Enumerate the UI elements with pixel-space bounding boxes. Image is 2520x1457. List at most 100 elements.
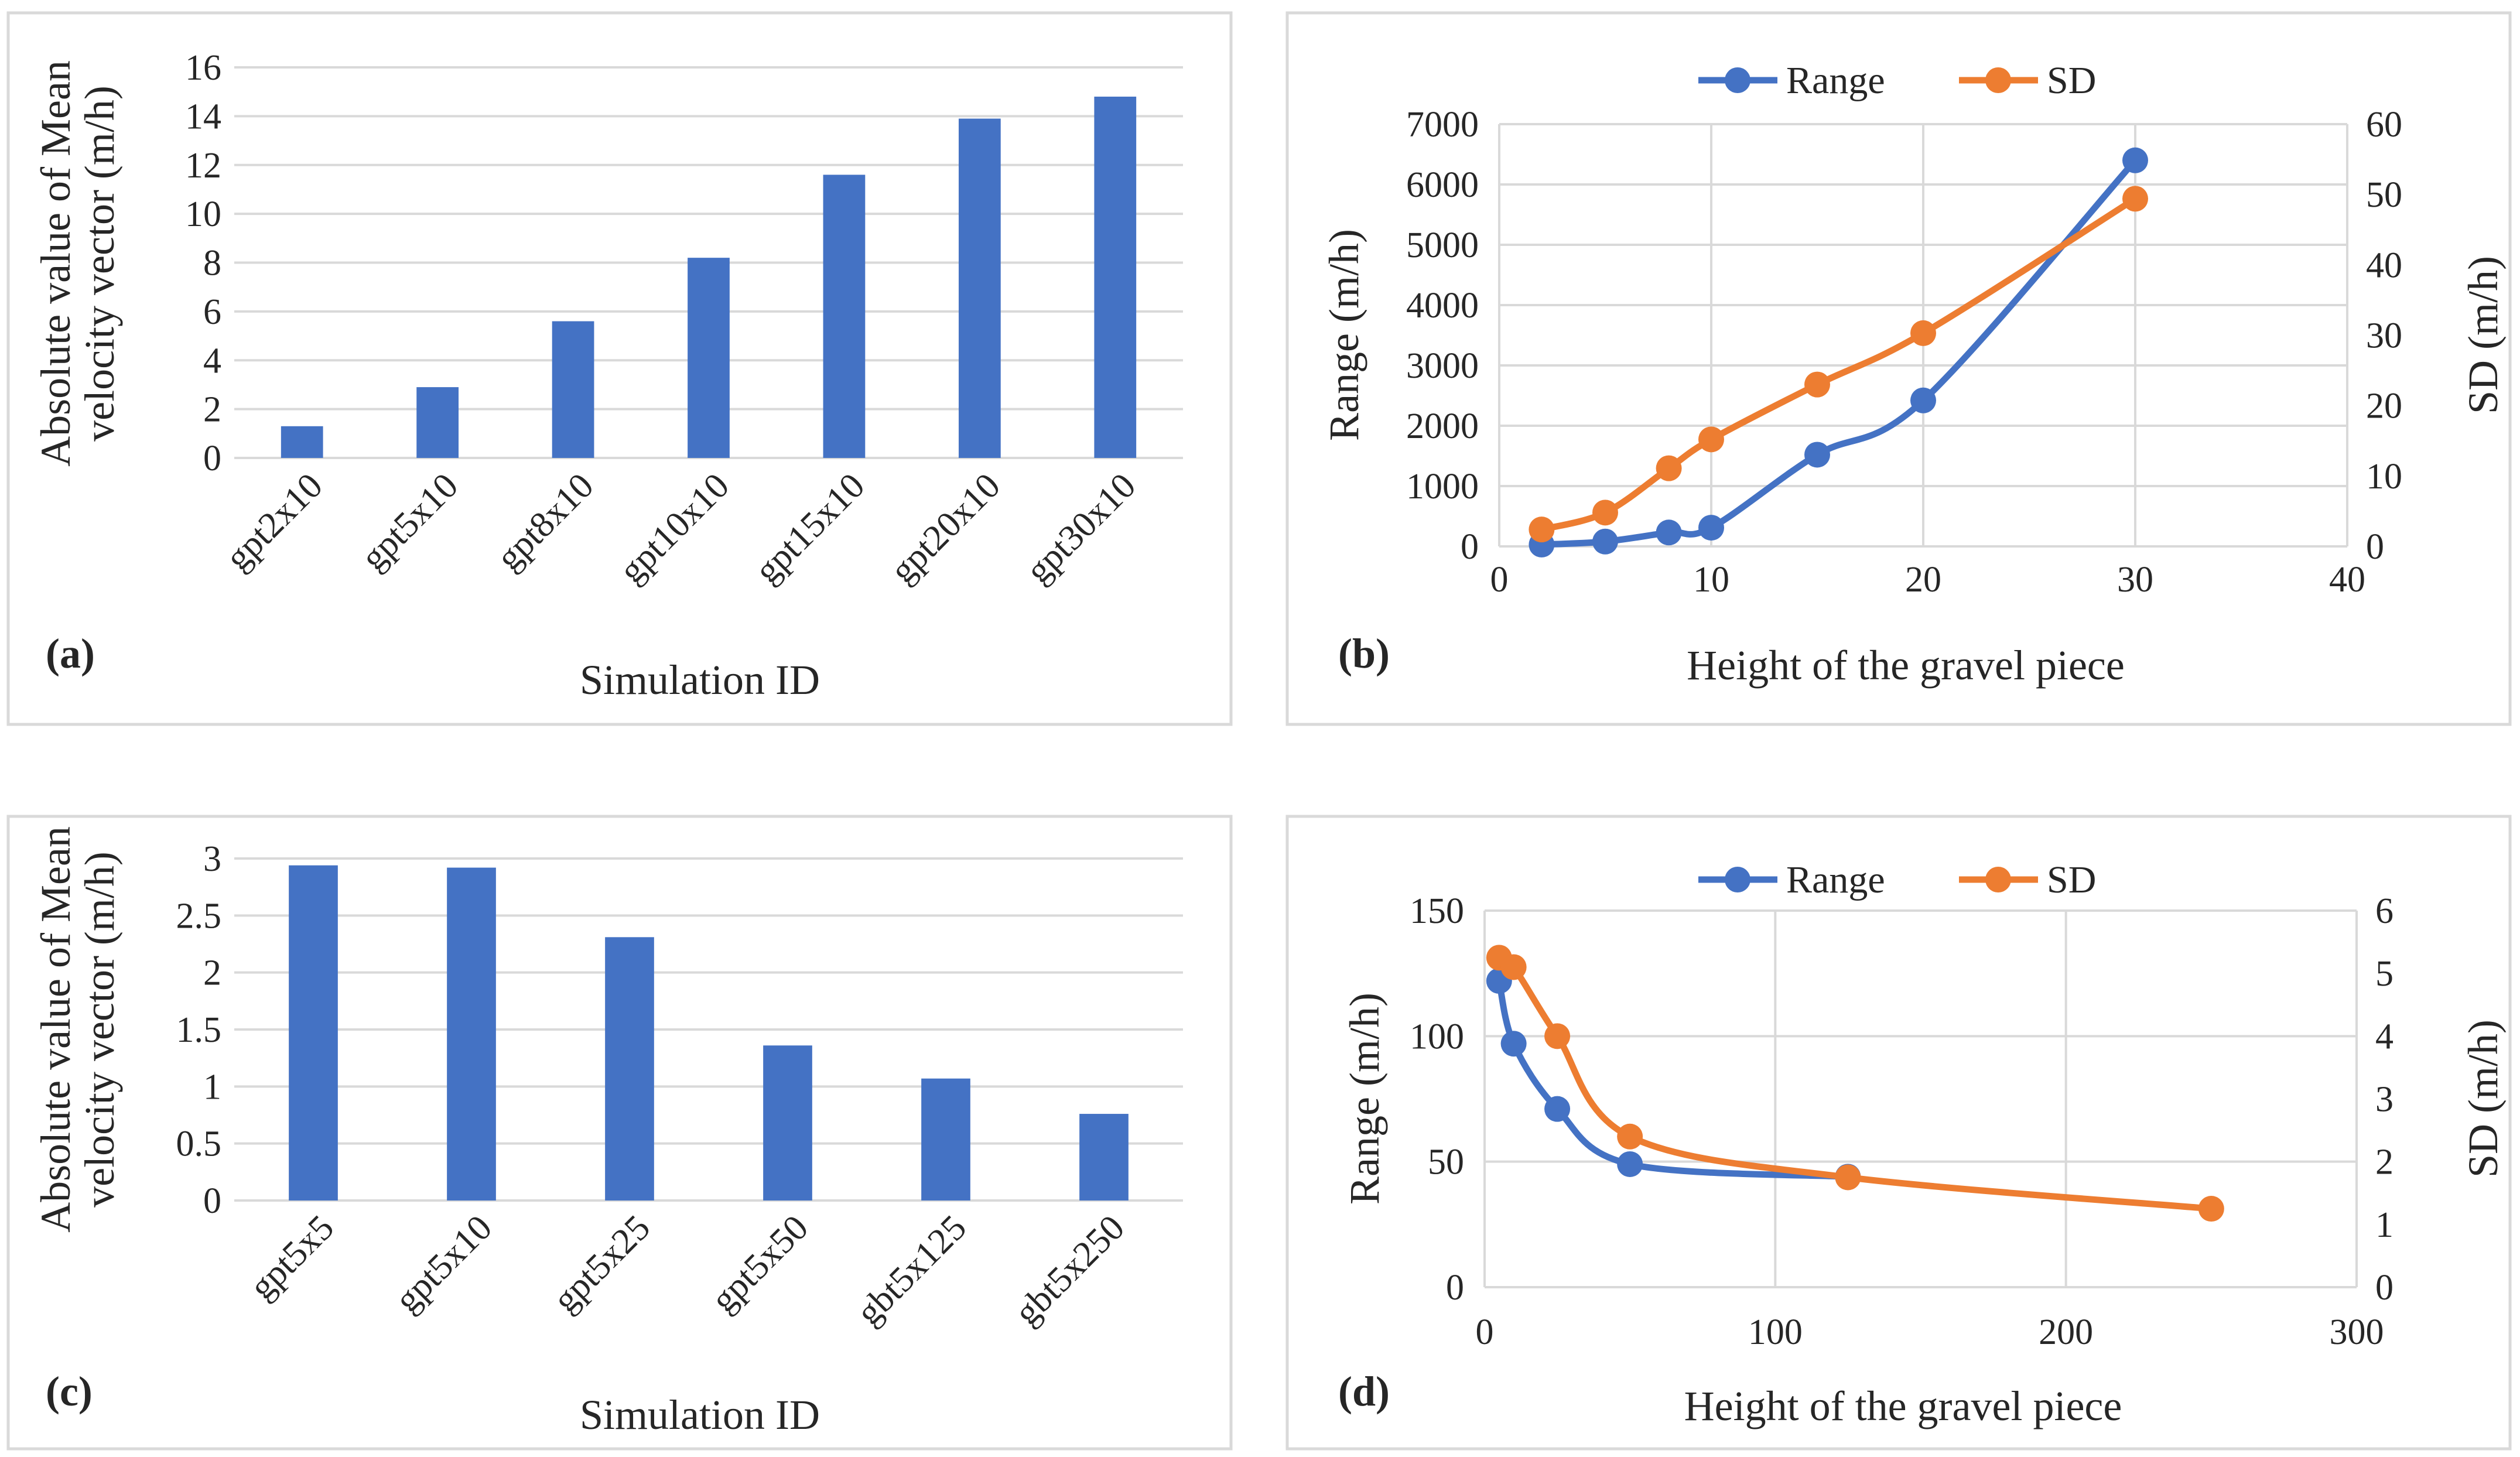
y-left-tick-label: 7000 [1406,105,1479,145]
panel-b-frame [1285,11,2512,726]
bar-gpt5x10 [447,867,496,1201]
point-sd [1529,517,1555,543]
y-right-tick-label: 60 [2366,105,2402,145]
point-range [1656,519,1682,546]
x-tick-label: 0 [1490,560,1509,600]
y-right-tick-label: 40 [2366,245,2402,285]
bar-gbt5x125 [921,1078,970,1201]
legend-label-sd: SD [2047,59,2096,102]
y-tick-label: 8 [203,244,221,283]
y-right-tick-label: 50 [2366,175,2402,215]
y-right-tick-label: 0 [2375,1268,2394,1308]
point-sd [2122,186,2148,212]
y-tick-label: 12 [185,146,221,186]
bar-gpt8x10 [552,321,594,458]
y-left-tick-label: 150 [1410,891,1464,931]
point-sd [1835,1164,1861,1191]
bar-gpt10x10 [688,258,730,458]
x-tick-label: 300 [2330,1312,2384,1352]
y-left-tick-label: 4000 [1406,286,1479,326]
series-line-sd [1496,954,2215,1212]
y-left-tick-label: 2000 [1406,406,1479,446]
x-tick-label: 30 [2117,560,2153,600]
legend-marker-sd [1985,867,2011,892]
legend-marker-sd [1985,67,2011,93]
y-right-axis-title: SD (m/h) [2460,1020,2507,1178]
y-axis-title-line1: Absolute value of Mean [32,60,79,467]
y-right-tick-label: 0 [2366,527,2384,567]
y-tick-label: 6 [203,292,221,332]
y-tick-label: 1 [203,1067,221,1107]
y-tick-label: 14 [185,97,221,136]
point-range [2122,147,2148,173]
y-left-axis-title: Range (m/h) [1321,229,1367,441]
y-left-tick-label: 6000 [1406,165,1479,205]
x-axis-title: Simulation ID [580,656,820,703]
y-right-tick-label: 2 [2375,1143,2394,1182]
x-tick-label: 10 [1693,560,1729,600]
legend-label-range: Range [1786,859,1885,901]
x-tick-label: 200 [2039,1312,2093,1352]
x-axis-title: Height of the gravel piece [1684,1383,2122,1429]
panel-label: (c) [46,1368,93,1415]
y-left-tick-label: 0 [1461,527,1479,567]
x-tick-label: 100 [1748,1312,1803,1352]
panel-d-frame [1285,815,2512,1451]
y-left-axis-title: Range (m/h) [1341,993,1388,1205]
y-right-tick-label: 10 [2366,457,2402,497]
y-left-tick-label: 5000 [1406,225,1479,265]
point-range [1592,528,1618,555]
bar-gpt5x10 [416,387,459,458]
panel-label: (a) [46,630,95,677]
point-sd [1592,500,1618,526]
y-tick-label: 2.5 [176,896,222,936]
point-range [1500,1031,1527,1057]
bar-gbt5x250 [1079,1114,1129,1201]
y-right-tick-label: 6 [2375,891,2394,931]
bar-gpt15x10 [823,175,866,458]
point-range [1698,515,1724,541]
y-axis-title-line2: velocity vector (m/h) [76,85,123,442]
panel-label: (d) [1338,1368,1390,1415]
point-sd [1698,426,1724,453]
bar-gpt20x10 [958,118,1001,458]
x-axis-title: Height of the gravel piece [1687,642,2125,689]
y-right-tick-label: 3 [2375,1080,2394,1120]
y-tick-label: 0 [203,439,221,478]
panel-label: (b) [1338,630,1390,677]
x-axis-title: Simulation ID [580,1391,820,1438]
y-left-tick-label: 50 [1428,1143,1464,1182]
y-tick-label: 2 [203,390,221,430]
point-sd [1500,954,1527,980]
y-tick-label: 1.5 [176,1010,222,1050]
y-left-tick-label: 100 [1410,1017,1464,1056]
y-right-tick-label: 4 [2375,1017,2394,1056]
y-axis-title-line2: velocity vector (m/h) [76,851,123,1208]
point-sd [1544,1023,1571,1049]
y-tick-label: 16 [185,48,221,88]
y-tick-label: 0 [203,1181,221,1221]
point-range [1544,1096,1571,1122]
bar-gpt5x25 [605,937,654,1201]
y-tick-label: 0.5 [176,1124,222,1164]
x-tick-label: 40 [2329,560,2365,600]
x-tick-label: 20 [1905,560,1941,600]
point-sd [1617,1123,1643,1150]
point-sd [1804,371,1830,398]
point-range [1617,1151,1643,1177]
y-left-tick-label: 1000 [1406,467,1479,507]
series-line-range [1538,157,2139,548]
y-left-tick-label: 0 [1446,1268,1464,1308]
y-axis-title-line1: Absolute value of Mean [32,826,79,1233]
bar-gpt2x10 [281,426,323,458]
point-range [1910,387,1936,413]
legend-label-range: Range [1786,59,1885,102]
y-left-tick-label: 3000 [1406,346,1479,386]
bar-gpt30x10 [1094,97,1137,458]
chart-b: 0 10 20 30 400100020003000400050006000700001… [1321,59,2507,689]
legend-label-sd: SD [2047,859,2096,901]
y-right-tick-label: 1 [2375,1205,2394,1245]
